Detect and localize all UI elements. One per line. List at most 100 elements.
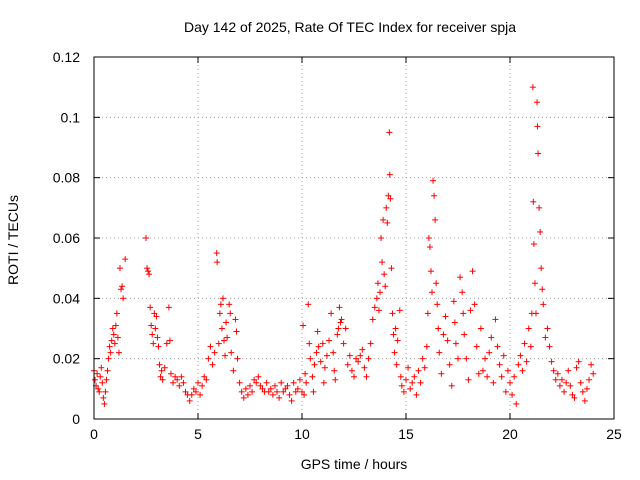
data-point: [371, 304, 378, 311]
data-point: [214, 259, 221, 266]
data-point: [413, 391, 420, 398]
data-point: [188, 391, 195, 398]
data-point: [222, 352, 229, 359]
data-point: [238, 388, 245, 395]
data-point: [244, 391, 251, 398]
data-point: [300, 322, 307, 329]
data-point: [579, 388, 586, 395]
data-point: [531, 280, 538, 287]
data-point: [265, 388, 272, 395]
data-point: [559, 376, 565, 383]
data-point: [307, 355, 314, 362]
data-point: [219, 295, 226, 302]
data-point: [337, 319, 344, 326]
y-tick-label: 0: [72, 411, 80, 427]
data-point: [276, 394, 283, 401]
data-point: [102, 388, 109, 395]
data-point: [331, 367, 338, 374]
data-point: [569, 391, 576, 398]
data-point: [240, 394, 247, 401]
data-point: [398, 382, 405, 389]
data-point: [328, 310, 335, 317]
data-point: [463, 355, 470, 362]
data-point: [502, 388, 509, 395]
data-point: [344, 361, 351, 368]
data-point: [455, 355, 461, 362]
data-point: [388, 265, 395, 272]
data-point: [542, 334, 549, 341]
data-point: [236, 379, 243, 386]
data-point: [303, 379, 310, 386]
data-point: [504, 367, 511, 374]
data-point: [353, 355, 360, 362]
data-point: [172, 373, 179, 380]
data-point: [296, 376, 303, 383]
data-point: [530, 241, 537, 248]
data-point: [507, 379, 513, 386]
data-point: [227, 310, 234, 317]
data-point: [192, 388, 199, 395]
data-point: [540, 301, 547, 308]
data-point: [197, 391, 204, 398]
data-point: [226, 301, 233, 308]
data-point: [426, 244, 433, 251]
data-point: [158, 367, 165, 374]
data-point: [274, 388, 281, 395]
data-point: [571, 394, 578, 401]
data-point: [546, 343, 553, 350]
data-point: [342, 325, 349, 332]
data-point: [565, 367, 572, 374]
data-point: [278, 379, 285, 386]
data-point: [163, 340, 170, 347]
data-point: [255, 373, 262, 380]
y-tick-label: 0.1: [61, 109, 81, 125]
data-point: [99, 379, 106, 386]
data-point: [369, 316, 376, 323]
data-point: [500, 352, 507, 359]
data-point: [427, 268, 434, 275]
data-point: [536, 204, 543, 211]
data-point: [305, 301, 312, 308]
data-point: [351, 373, 357, 380]
data-point: [550, 367, 557, 374]
data-point: [419, 355, 426, 362]
data-point: [269, 391, 276, 398]
data-point: [391, 349, 398, 356]
data-point: [205, 355, 212, 362]
data-point: [271, 382, 278, 389]
data-point: [488, 334, 495, 341]
data-point: [346, 352, 353, 359]
data-point: [386, 129, 393, 136]
data-point: [155, 343, 162, 350]
data-point: [326, 337, 333, 344]
data-point: [525, 325, 532, 332]
data-point: [232, 316, 239, 323]
data-point: [379, 259, 386, 266]
data-point: [492, 316, 499, 323]
data-point: [167, 370, 174, 377]
data-point: [396, 307, 403, 314]
data-point: [590, 370, 597, 377]
data-point: [425, 235, 432, 241]
data-point: [534, 123, 541, 130]
data-point: [174, 376, 181, 383]
data-point: [330, 349, 337, 356]
data-point: [209, 361, 216, 368]
data-point: [554, 370, 561, 377]
data-point: [199, 382, 206, 389]
data-point: [152, 325, 159, 332]
data-point: [375, 307, 382, 314]
data-point: [170, 379, 177, 386]
data-point: [523, 358, 530, 365]
data-point: [411, 373, 418, 380]
data-point: [334, 331, 341, 338]
data-point: [114, 334, 121, 341]
data-point: [538, 265, 545, 272]
data-point: [176, 382, 183, 389]
data-point: [496, 361, 503, 368]
data-point: [280, 388, 287, 395]
data-point: [575, 358, 582, 365]
data-point: [573, 364, 580, 371]
data-point: [440, 331, 447, 338]
data-point: [153, 313, 160, 320]
